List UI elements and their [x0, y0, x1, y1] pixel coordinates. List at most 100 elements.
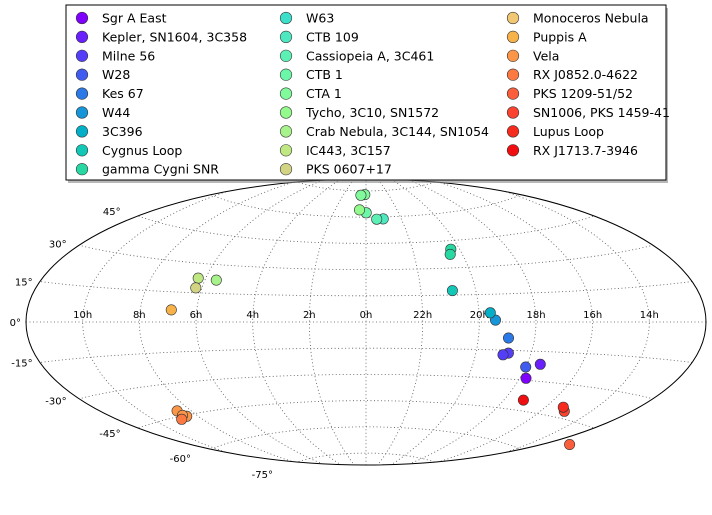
- ra-tick-label: 6h: [190, 310, 203, 321]
- data-point: [355, 189, 367, 201]
- ra-tick-label: 20h: [470, 310, 489, 321]
- legend-label: RX J0852.0-4622: [533, 67, 638, 82]
- legend-marker: [279, 106, 293, 119]
- data-point: [520, 361, 532, 373]
- data-point: [444, 248, 456, 260]
- data-point: [564, 438, 576, 450]
- legend-marker: [75, 163, 89, 176]
- legend-marker: [506, 11, 520, 25]
- legend-label: Milne 56: [102, 48, 155, 63]
- dec-tick-labels: -75° -60° -45° -30° -15° 0° 15° 30° 45°: [10, 207, 273, 481]
- legend-label: Sgr A East: [102, 11, 167, 26]
- legend-marker: [75, 106, 89, 119]
- data-point: [534, 358, 546, 370]
- data-point: [557, 401, 569, 413]
- legend-marker: [506, 68, 520, 81]
- legend-marker: [506, 87, 520, 100]
- data-points: [165, 189, 576, 450]
- legend-marker: [279, 87, 293, 100]
- dec-tick-label: 45°: [103, 207, 121, 218]
- legend-label: 3C396: [102, 124, 143, 139]
- ra-tick-label: 16h: [583, 310, 602, 321]
- legend-label: Cassiopeia A, 3C461: [306, 48, 434, 63]
- data-point: [502, 332, 514, 344]
- legend-label: CTB 109: [306, 29, 359, 44]
- dec-tick-label: -75°: [252, 470, 273, 481]
- grid-meridian: [365, 179, 594, 465]
- ra-tick-label: 14h: [640, 310, 659, 321]
- legend-marker: [279, 68, 293, 81]
- legend-marker: [75, 125, 89, 138]
- legend-marker: [506, 144, 520, 157]
- legend-label: Kepler, SN1604, 3C358: [102, 29, 247, 44]
- dec-tick-label: 15°: [15, 277, 33, 288]
- ra-tick-label: 2h: [303, 310, 316, 321]
- legend-label: W63: [306, 11, 334, 26]
- grid-meridian: [365, 179, 537, 465]
- dec-tick-label: -30°: [45, 397, 66, 408]
- data-point: [176, 413, 188, 425]
- legend-label: W44: [102, 105, 130, 120]
- legend-label: RX J1713.7-3946: [533, 143, 638, 158]
- ra-tick-label: 8h: [133, 310, 146, 321]
- legend-entries: Sgr A East Kepler, SN1604, 3C358 Milne 56 W…: [75, 11, 670, 177]
- legend-label: Puppis A: [533, 29, 587, 44]
- legend-label: Kes 67: [102, 86, 144, 101]
- data-point: [353, 204, 365, 216]
- data-point: [192, 272, 204, 284]
- data-point: [517, 394, 529, 406]
- legend-label: Cygnus Loop: [102, 143, 182, 158]
- legend-frame: [65, 4, 667, 181]
- legend-marker: [506, 106, 520, 119]
- ra-tick-label: 4h: [246, 310, 259, 321]
- legend-label: CTA 1: [306, 86, 342, 101]
- legend-marker: [75, 49, 89, 62]
- data-point: [484, 307, 496, 319]
- legend-label: Lupus Loop: [533, 124, 604, 139]
- ra-tick-label: 22h: [413, 310, 432, 321]
- legend-marker: [279, 11, 293, 25]
- data-point: [210, 274, 222, 286]
- legend-label: W28: [102, 67, 130, 82]
- legend-marker: [279, 163, 293, 176]
- grid-meridian: [138, 179, 367, 465]
- ra-tick-label: 10h: [73, 310, 92, 321]
- legend-marker: [506, 125, 520, 138]
- legend-marker: [279, 144, 293, 157]
- dec-tick-label: 30°: [49, 239, 67, 250]
- legend-label: IC443, 3C157: [306, 143, 391, 158]
- ra-tick-labels: 14h 16h 18h 20h 22h 0h 2h 4h 6h 8h 10h: [73, 310, 659, 321]
- legend-label: Vela: [533, 48, 559, 63]
- legend-label: PKS 1209-51/52: [533, 86, 633, 101]
- legend-label: gamma Cygni SNR: [102, 162, 219, 177]
- plot-area: 14h 16h 18h 20h 22h 0h 2h 4h 6h 8h 10h -75° -60° -45…: [10, 178, 707, 481]
- legend-label: Monoceros Nebula: [533, 11, 649, 26]
- legend-label: Crab Nebula, 3C144, SN1054: [306, 124, 489, 139]
- legend-marker: [279, 125, 293, 138]
- legend-label: PKS 0607+17: [306, 162, 392, 177]
- legend: Sgr A East Kepler, SN1604, 3C358 Milne 56 W…: [65, 4, 670, 183]
- legend-marker: [506, 30, 520, 44]
- data-point: [371, 213, 383, 225]
- ra-tick-label: 0h: [360, 310, 373, 321]
- grid-parallel: [37, 280, 695, 297]
- legend-marker: [75, 30, 89, 44]
- data-point: [165, 304, 177, 316]
- legend-label: SN1006, PKS 1459-41: [533, 105, 670, 120]
- legend-marker: [75, 68, 89, 81]
- dec-tick-label: -15°: [11, 359, 32, 370]
- dec-tick-label: -60°: [170, 454, 191, 465]
- data-point: [520, 372, 532, 384]
- legend-marker: [506, 49, 520, 62]
- grid-parallel: [37, 347, 695, 364]
- legend-marker: [279, 49, 293, 62]
- ra-tick-label: 18h: [526, 310, 545, 321]
- data-point: [446, 285, 458, 297]
- legend-marker: [75, 144, 89, 157]
- legend-label: Tycho, 3C10, SN1572: [305, 105, 439, 120]
- dec-tick-label: 0°: [10, 318, 21, 329]
- legend-label: CTB 1: [306, 67, 343, 82]
- legend-marker: [75, 87, 89, 100]
- legend-marker: [75, 11, 89, 25]
